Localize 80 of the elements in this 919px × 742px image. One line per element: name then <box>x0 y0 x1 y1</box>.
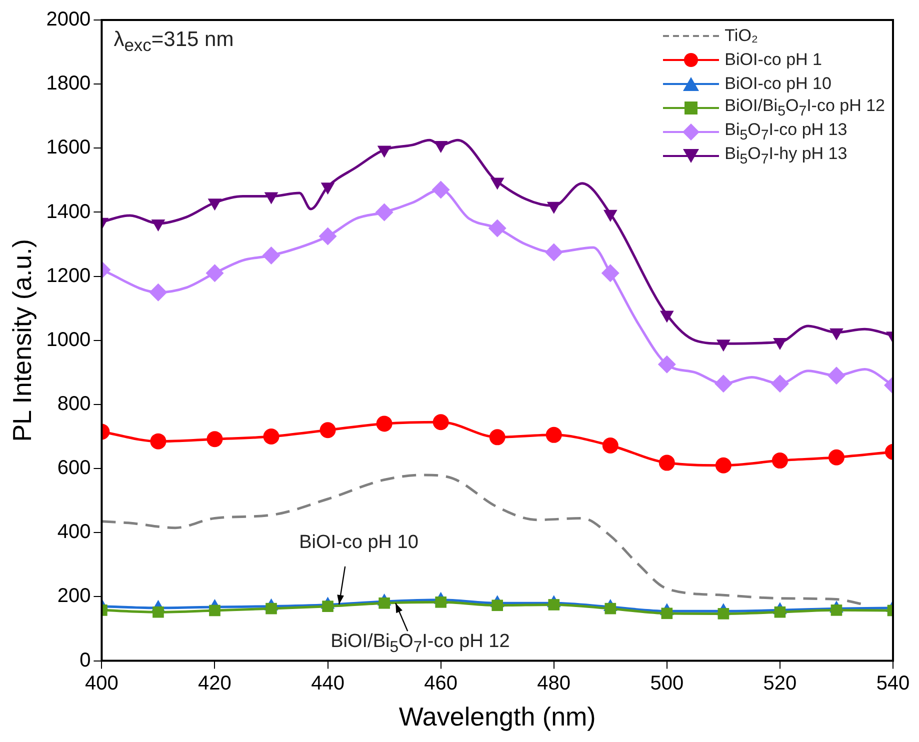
point <box>774 606 786 618</box>
point <box>660 310 674 323</box>
point <box>208 198 222 211</box>
point <box>264 192 278 204</box>
y-tick-label: 2000 <box>46 8 91 31</box>
y-axis-title: PL Intensity (a.u.) <box>6 239 37 442</box>
point <box>718 608 730 620</box>
x-tick-label: 440 <box>311 672 344 694</box>
point <box>830 328 844 340</box>
point <box>544 243 563 262</box>
point <box>322 600 334 612</box>
annotation: BiOI/Bi$_{5}$O$_{7}$I-co pH 12 <box>330 631 510 657</box>
legend-label: BiOI/Bi$_{5}$O$_{7}$I-co pH 12 <box>724 96 885 120</box>
x-tick-label: 460 <box>424 672 458 694</box>
point <box>378 597 390 609</box>
point <box>661 608 673 620</box>
point <box>546 426 562 443</box>
legend-label: Bi$_{5}$O$_{7}$I-co pH 13 <box>724 120 848 144</box>
x-tick-label: 480 <box>537 672 571 694</box>
point <box>489 429 506 446</box>
point <box>548 599 560 610</box>
point <box>715 457 732 474</box>
point <box>152 606 164 618</box>
point <box>149 283 168 302</box>
x-tick-label: 400 <box>85 672 118 694</box>
y-tick-label: 1600 <box>46 136 91 159</box>
point <box>492 600 504 612</box>
legend-label: BiOI-co pH 1 <box>724 50 822 70</box>
point <box>546 202 561 214</box>
point <box>266 602 277 614</box>
point <box>714 374 732 393</box>
legend-label: Bi$_{5}$O$_{7}$I-hy pH 13 <box>724 144 848 168</box>
point <box>432 180 450 199</box>
point <box>151 219 166 232</box>
y-tick-label: 1800 <box>46 72 91 95</box>
point <box>604 602 616 614</box>
point <box>376 416 392 432</box>
point <box>435 596 446 608</box>
point <box>375 203 394 222</box>
y-tick-label: 1200 <box>46 264 91 287</box>
y-tick-label: 1000 <box>46 328 91 351</box>
y-tick-label: 800 <box>57 392 91 415</box>
y-tick-label: 200 <box>57 585 91 608</box>
y-tick-label: 0 <box>80 649 91 672</box>
point <box>320 422 336 438</box>
point <box>377 146 392 158</box>
point <box>602 437 618 454</box>
annotation: BiOI-co pH 10 <box>299 532 418 554</box>
point <box>658 454 675 471</box>
point <box>434 140 448 153</box>
point <box>827 366 846 385</box>
legend-label: TiO₂ <box>724 26 758 46</box>
x-tick-label: 420 <box>198 672 232 694</box>
point <box>488 219 506 238</box>
point <box>206 264 224 282</box>
y-tick-label: 400 <box>57 521 91 544</box>
y-tick-label: 1400 <box>46 200 91 223</box>
point <box>770 374 789 393</box>
annotation: λ$_{exc}$=315 nm <box>114 28 234 56</box>
point <box>150 433 166 450</box>
point <box>601 264 620 282</box>
point <box>318 227 337 246</box>
point <box>206 431 223 448</box>
legend-label: BiOI-co pH 10 <box>724 74 832 94</box>
x-axis-title: Wavelength (nm) <box>398 702 596 732</box>
point <box>830 604 842 616</box>
point <box>772 452 788 469</box>
point <box>658 355 676 374</box>
x-tick-label: 540 <box>876 672 910 694</box>
point <box>603 210 618 222</box>
point <box>432 414 449 430</box>
x-tick-label: 500 <box>650 672 684 694</box>
point <box>209 604 220 616</box>
point <box>828 449 844 466</box>
y-tick-label: 600 <box>57 457 91 480</box>
point <box>263 428 280 445</box>
point <box>262 246 280 264</box>
point <box>490 178 504 190</box>
x-tick-label: 520 <box>763 672 797 694</box>
point <box>320 182 335 195</box>
